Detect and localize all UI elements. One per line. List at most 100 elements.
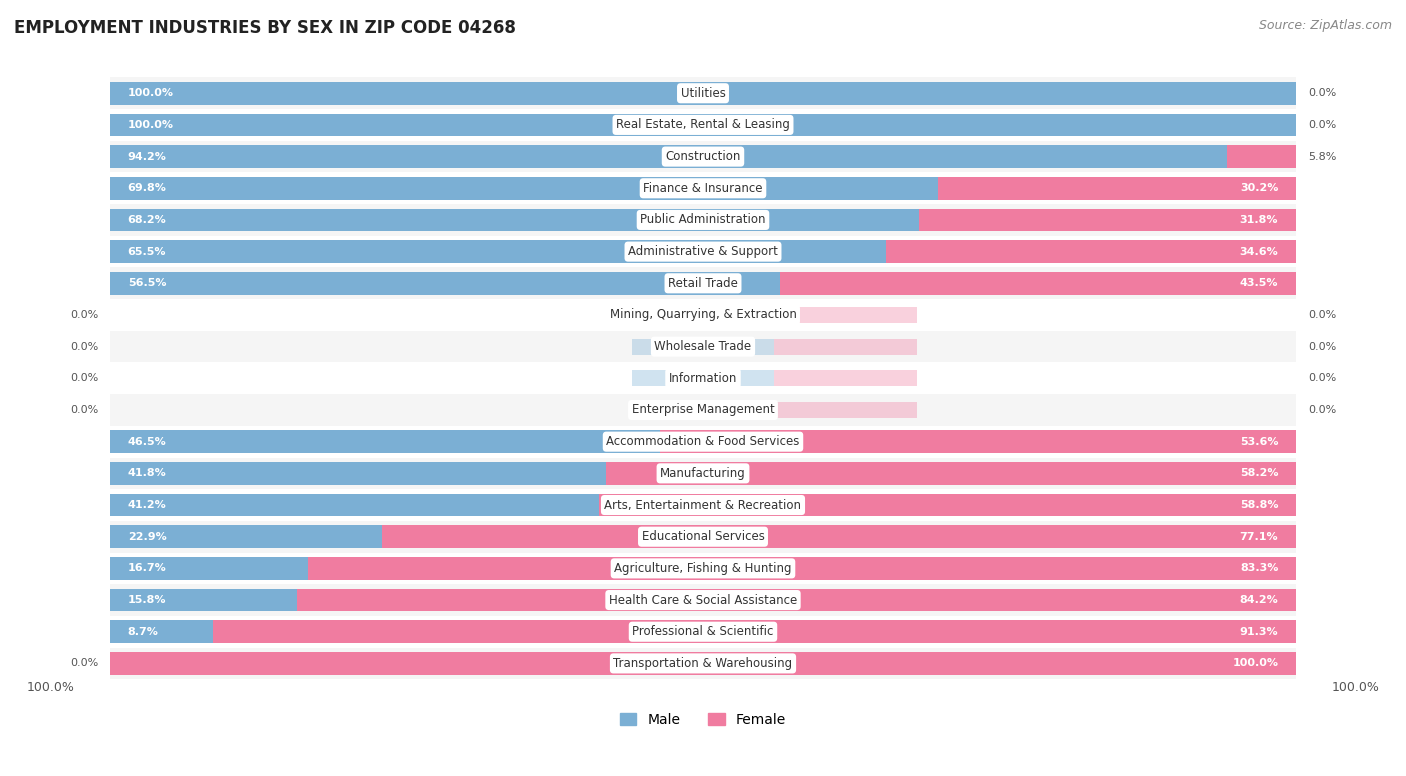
- Bar: [775, 338, 917, 355]
- Text: Construction: Construction: [665, 150, 741, 163]
- Text: 0.0%: 0.0%: [1308, 88, 1336, 99]
- Bar: [775, 402, 917, 418]
- Bar: [110, 525, 381, 548]
- Text: 53.6%: 53.6%: [1240, 437, 1278, 447]
- Text: 65.5%: 65.5%: [128, 247, 166, 257]
- Bar: [381, 525, 1296, 548]
- Bar: [110, 109, 1296, 140]
- Bar: [631, 338, 775, 355]
- Text: 91.3%: 91.3%: [1240, 627, 1278, 637]
- Text: 8.7%: 8.7%: [128, 627, 159, 637]
- Bar: [631, 307, 775, 323]
- Text: 0.0%: 0.0%: [1308, 341, 1336, 352]
- Bar: [780, 272, 1296, 295]
- Bar: [110, 557, 308, 580]
- Text: 46.5%: 46.5%: [128, 437, 166, 447]
- Text: Finance & Insurance: Finance & Insurance: [644, 182, 762, 195]
- Text: Utilities: Utilities: [681, 87, 725, 100]
- Text: 0.0%: 0.0%: [70, 658, 98, 668]
- Bar: [110, 430, 661, 453]
- Text: 100.0%: 100.0%: [27, 681, 75, 694]
- Bar: [886, 241, 1296, 263]
- Bar: [110, 584, 1296, 616]
- Bar: [110, 426, 1296, 458]
- Text: 0.0%: 0.0%: [70, 373, 98, 383]
- Text: 43.5%: 43.5%: [1240, 279, 1278, 289]
- Text: 100.0%: 100.0%: [128, 88, 174, 99]
- Text: 100.0%: 100.0%: [1232, 658, 1278, 668]
- Bar: [214, 620, 1296, 643]
- Text: 68.2%: 68.2%: [128, 215, 166, 225]
- Bar: [110, 521, 1296, 553]
- Bar: [110, 362, 1296, 394]
- Bar: [110, 140, 1296, 172]
- Bar: [110, 458, 1296, 489]
- Text: Accommodation & Food Services: Accommodation & Food Services: [606, 435, 800, 449]
- Bar: [110, 620, 214, 643]
- Bar: [110, 272, 780, 295]
- Text: Arts, Entertainment & Recreation: Arts, Entertainment & Recreation: [605, 498, 801, 511]
- Text: EMPLOYMENT INDUSTRIES BY SEX IN ZIP CODE 04268: EMPLOYMENT INDUSTRIES BY SEX IN ZIP CODE…: [14, 19, 516, 37]
- Bar: [938, 177, 1296, 199]
- Bar: [110, 489, 1296, 521]
- Text: Administrative & Support: Administrative & Support: [628, 245, 778, 258]
- Bar: [920, 209, 1296, 231]
- Bar: [297, 589, 1296, 611]
- Bar: [775, 307, 917, 323]
- Bar: [110, 113, 1296, 137]
- Text: Real Estate, Rental & Leasing: Real Estate, Rental & Leasing: [616, 119, 790, 131]
- Text: Public Administration: Public Administration: [640, 213, 766, 227]
- Bar: [110, 647, 1296, 679]
- Bar: [110, 145, 1227, 168]
- Text: 84.2%: 84.2%: [1240, 595, 1278, 605]
- Bar: [110, 331, 1296, 362]
- Bar: [110, 299, 1296, 331]
- Legend: Male, Female: Male, Female: [614, 708, 792, 733]
- Text: 100.0%: 100.0%: [128, 120, 174, 130]
- Text: 0.0%: 0.0%: [1308, 120, 1336, 130]
- Text: 5.8%: 5.8%: [1308, 151, 1336, 161]
- Bar: [110, 462, 606, 485]
- Text: 0.0%: 0.0%: [70, 341, 98, 352]
- Text: 15.8%: 15.8%: [128, 595, 166, 605]
- Text: 16.7%: 16.7%: [128, 563, 166, 573]
- Text: 22.9%: 22.9%: [128, 532, 166, 542]
- Text: 58.8%: 58.8%: [1240, 500, 1278, 510]
- Text: 41.2%: 41.2%: [128, 500, 166, 510]
- Bar: [631, 402, 775, 418]
- Text: Wholesale Trade: Wholesale Trade: [654, 340, 752, 353]
- Bar: [110, 553, 1296, 584]
- Bar: [110, 494, 599, 516]
- Text: 56.5%: 56.5%: [128, 279, 166, 289]
- Bar: [110, 209, 920, 231]
- Text: 30.2%: 30.2%: [1240, 183, 1278, 193]
- Text: 0.0%: 0.0%: [1308, 373, 1336, 383]
- Text: 100.0%: 100.0%: [1331, 681, 1379, 694]
- Bar: [110, 204, 1296, 236]
- Text: 83.3%: 83.3%: [1240, 563, 1278, 573]
- Text: 41.8%: 41.8%: [128, 469, 166, 478]
- Bar: [775, 370, 917, 386]
- Bar: [1227, 145, 1296, 168]
- Text: 0.0%: 0.0%: [1308, 405, 1336, 415]
- Bar: [606, 462, 1296, 485]
- Bar: [599, 494, 1296, 516]
- Text: Retail Trade: Retail Trade: [668, 277, 738, 289]
- Text: Agriculture, Fishing & Hunting: Agriculture, Fishing & Hunting: [614, 562, 792, 575]
- Text: 69.8%: 69.8%: [128, 183, 166, 193]
- Bar: [110, 616, 1296, 647]
- Text: Manufacturing: Manufacturing: [661, 467, 745, 480]
- Text: 77.1%: 77.1%: [1240, 532, 1278, 542]
- Text: Professional & Scientific: Professional & Scientific: [633, 625, 773, 638]
- Text: 31.8%: 31.8%: [1240, 215, 1278, 225]
- Text: 0.0%: 0.0%: [70, 310, 98, 320]
- Text: Enterprise Management: Enterprise Management: [631, 404, 775, 417]
- Bar: [308, 557, 1296, 580]
- Text: Educational Services: Educational Services: [641, 530, 765, 543]
- Bar: [110, 589, 297, 611]
- Bar: [110, 177, 938, 199]
- Text: 0.0%: 0.0%: [1308, 310, 1336, 320]
- Bar: [631, 370, 775, 386]
- Text: Transportation & Warehousing: Transportation & Warehousing: [613, 657, 793, 670]
- Bar: [110, 81, 1296, 105]
